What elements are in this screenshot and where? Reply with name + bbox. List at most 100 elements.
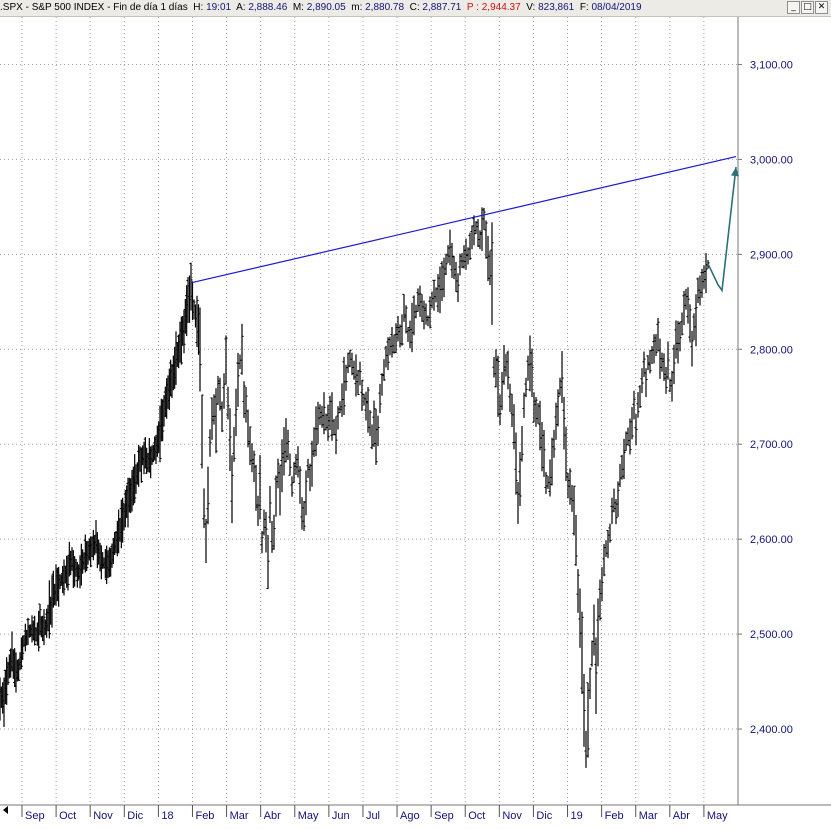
ohlc-bar	[348, 349, 352, 368]
ohlc-bar	[452, 255, 456, 280]
ohlc-bar	[212, 394, 216, 425]
y-tick-label: 3,100.00	[750, 59, 793, 71]
ohlc-bar	[454, 261, 458, 293]
ohlc-bar	[346, 352, 350, 374]
ohlc-bar	[318, 404, 322, 426]
ohlc-bar	[632, 390, 636, 420]
ohlc-bar	[354, 354, 358, 397]
x-tick-label: Jun	[332, 810, 350, 822]
ohlc-bar	[650, 346, 654, 364]
ohlc-bar	[694, 294, 698, 347]
scroll-left-icon[interactable]	[3, 806, 8, 814]
header-separator: -	[22, 2, 32, 13]
ohlc-bar	[626, 427, 630, 446]
header-a-value: 2,888.46	[248, 2, 288, 13]
x-tick-label: May	[298, 810, 319, 822]
ohlc-bar	[568, 468, 572, 505]
ohlc-bar	[678, 321, 682, 352]
ohlc-bar	[264, 511, 268, 553]
ohlc-bar	[484, 220, 488, 259]
ohlc-bar	[658, 338, 662, 379]
ohlc-bar	[244, 386, 248, 423]
ohlc-bar	[488, 250, 492, 286]
ohlc-bar	[266, 534, 270, 590]
ohlc-bar	[308, 463, 312, 492]
ohlc-bar	[616, 481, 620, 517]
ohlc-bar	[220, 401, 224, 433]
ohlc-bar	[582, 673, 586, 747]
y-axis: 2,400.00 2,500.00 2,600.00 2,700.00 2,800.00…	[738, 59, 793, 736]
ohlc-bar	[692, 313, 696, 341]
header-h-label: H:	[193, 2, 204, 13]
ohlc-bar	[372, 400, 376, 447]
y-tick-label: 2,700.00	[750, 439, 793, 451]
ohlc-bar	[456, 273, 460, 303]
ohlc-bar	[254, 464, 258, 511]
ohlc-bar	[300, 497, 304, 530]
x-tick-label: Feb	[605, 810, 624, 822]
resistance-trendline[interactable]	[190, 155, 737, 284]
ohlc-bar	[121, 497, 125, 543]
ohlc-bar	[460, 253, 464, 269]
minimize-button[interactable]: _	[787, 1, 800, 14]
ohlc-bar	[480, 207, 484, 251]
ohlc-bar	[139, 447, 143, 483]
y-tick-label: 3,000.00	[750, 154, 793, 166]
ohlc-bar	[622, 438, 626, 480]
x-tick-label: Nov	[502, 810, 522, 822]
ohlc-bar	[330, 392, 334, 441]
ohlc-bar	[690, 330, 694, 367]
header-separator: -	[104, 2, 114, 13]
ohlc-bar	[292, 462, 296, 484]
x-tick-label: 19	[571, 810, 583, 822]
ohlc-bar	[302, 500, 306, 532]
ohlc-bar	[336, 406, 340, 430]
ohlc-bar	[19, 637, 23, 670]
ohlc-bar	[224, 335, 228, 385]
ohlc-bar	[238, 354, 242, 370]
ohlc-bar	[402, 293, 406, 322]
ohlc-bar	[618, 463, 622, 487]
close-button[interactable]: ✕	[815, 1, 828, 14]
ohlc-bar	[666, 341, 670, 380]
ohlc-bar	[230, 455, 234, 524]
ohlc-bar	[688, 304, 692, 343]
ohlc-bar	[624, 431, 628, 452]
ohlc-bar	[514, 432, 518, 495]
header-m-value: 2,890.05	[306, 2, 346, 13]
header-c-label: C:	[409, 2, 420, 13]
ohlc-bar	[558, 377, 562, 396]
ohlc-bar	[416, 288, 420, 312]
ohlc-bar	[312, 427, 316, 457]
ohlc-bar	[504, 353, 508, 377]
ohlc-bar	[472, 215, 476, 246]
ohlc-bar	[208, 429, 212, 457]
ohlc-bar	[592, 604, 596, 656]
projection-arrow-line[interactable]	[707, 166, 737, 293]
ohlc-bar	[448, 229, 452, 266]
window-controls: _ □ ✕	[787, 1, 828, 15]
ohlc-bar	[189, 262, 193, 311]
header-mm-value: 2,880.78	[365, 2, 405, 13]
x-tick-label: Oct	[468, 810, 485, 822]
ohlc-bar	[17, 658, 21, 681]
ohlc-bar	[408, 320, 412, 349]
ohlc-bar	[33, 615, 37, 646]
price-layer	[0, 207, 710, 768]
ohlc-bar	[376, 415, 380, 447]
ohlc-bar	[364, 391, 368, 421]
ohlc-bar	[182, 310, 186, 354]
ohlc-bar	[676, 320, 680, 364]
ohlc-bar	[5, 657, 9, 705]
ohlc-bar	[636, 392, 640, 418]
ohlc-bar	[596, 598, 600, 667]
ohlc-bar	[702, 265, 706, 289]
ohlc-bar	[26, 617, 30, 645]
header-symbol: .SPX	[0, 2, 23, 13]
price-chart[interactable]: 2,400.00 2,500.00 2,600.00 2,700.00 2,800.00…	[0, 17, 831, 829]
ohlc-bar	[486, 235, 490, 282]
ohlc-bar	[566, 472, 570, 499]
ohlc-bar	[260, 531, 264, 554]
restore-button[interactable]: □	[801, 1, 814, 14]
ohlc-bar	[133, 454, 137, 504]
